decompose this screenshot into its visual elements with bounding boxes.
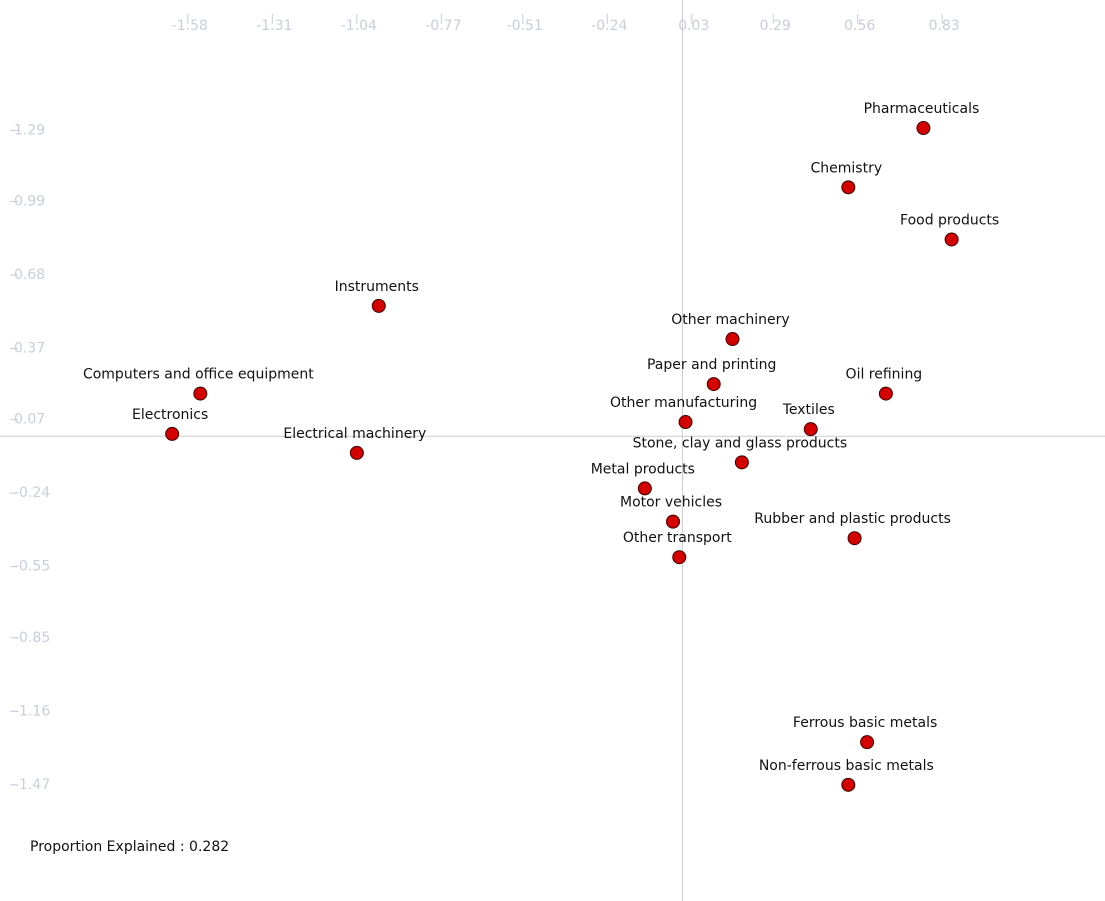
- y-tick-label: 0.68: [14, 267, 45, 283]
- point: [803, 422, 818, 437]
- x-tick-label: -1.04: [341, 18, 377, 34]
- x-tick-label: 0.03: [678, 18, 709, 34]
- point: [165, 426, 180, 441]
- point-label: Rubber and plastic products: [754, 511, 951, 527]
- x-tick-label: 0.83: [929, 18, 960, 34]
- y-tick-label: -1.16: [14, 703, 50, 719]
- y-tick-label: -0.55: [14, 559, 50, 575]
- point: [371, 298, 386, 313]
- annotation: Proportion Explained : 0.282: [30, 839, 229, 855]
- point-label: Ferrous basic metals: [793, 715, 937, 731]
- y-tick-label: 0.37: [14, 341, 45, 357]
- point-label: Non-ferrous basic metals: [759, 758, 934, 774]
- point-label: Motor vehicles: [620, 495, 722, 511]
- point-label: Electronics: [132, 407, 208, 423]
- point: [349, 445, 364, 460]
- point-label: Oil refining: [846, 367, 923, 383]
- point: [734, 455, 749, 470]
- point-label: Textiles: [782, 402, 835, 418]
- x-tick-label: 0.29: [760, 18, 791, 34]
- y-tick-label: 0.07: [14, 412, 45, 428]
- point: [706, 377, 721, 392]
- point-label: Computers and office equipment: [83, 367, 314, 383]
- y-tick-label: -0.24: [14, 485, 50, 501]
- point-label: Metal products: [591, 461, 695, 477]
- point: [847, 531, 862, 546]
- point-label: Paper and printing: [647, 357, 776, 373]
- x-tick-label: -0.24: [591, 18, 627, 34]
- point: [916, 121, 931, 136]
- point-label: Electrical machinery: [283, 426, 426, 442]
- point: [944, 232, 959, 247]
- point-label: Other machinery: [671, 312, 789, 328]
- point: [841, 180, 856, 195]
- point: [678, 415, 693, 430]
- point: [193, 386, 208, 401]
- y-tick-label: -0.85: [14, 630, 50, 646]
- point: [725, 332, 740, 347]
- x-tick-label: -1.58: [172, 18, 208, 34]
- point-label: Stone, clay and glass products: [633, 435, 848, 451]
- point-label: Food products: [900, 212, 999, 228]
- point-label: Instruments: [335, 279, 419, 295]
- point-label: Pharmaceuticals: [864, 101, 980, 117]
- x-tick-label: -0.51: [507, 18, 543, 34]
- point-label: Other manufacturing: [610, 395, 757, 411]
- point-label: Chemistry: [811, 160, 883, 176]
- point: [878, 386, 893, 401]
- point: [637, 481, 652, 496]
- y-tick-label: 1.29: [14, 122, 45, 138]
- point-label: Other transport: [623, 530, 732, 546]
- point: [672, 550, 687, 565]
- point: [841, 777, 856, 792]
- point: [666, 514, 681, 529]
- x-tick-label: 0.56: [844, 18, 875, 34]
- y-tick-label: -1.47: [14, 777, 50, 793]
- point: [860, 735, 875, 750]
- y-tick-label: 0.99: [14, 194, 45, 210]
- x-tick-label: -1.31: [256, 18, 292, 34]
- x-tick-label: -0.77: [425, 18, 461, 34]
